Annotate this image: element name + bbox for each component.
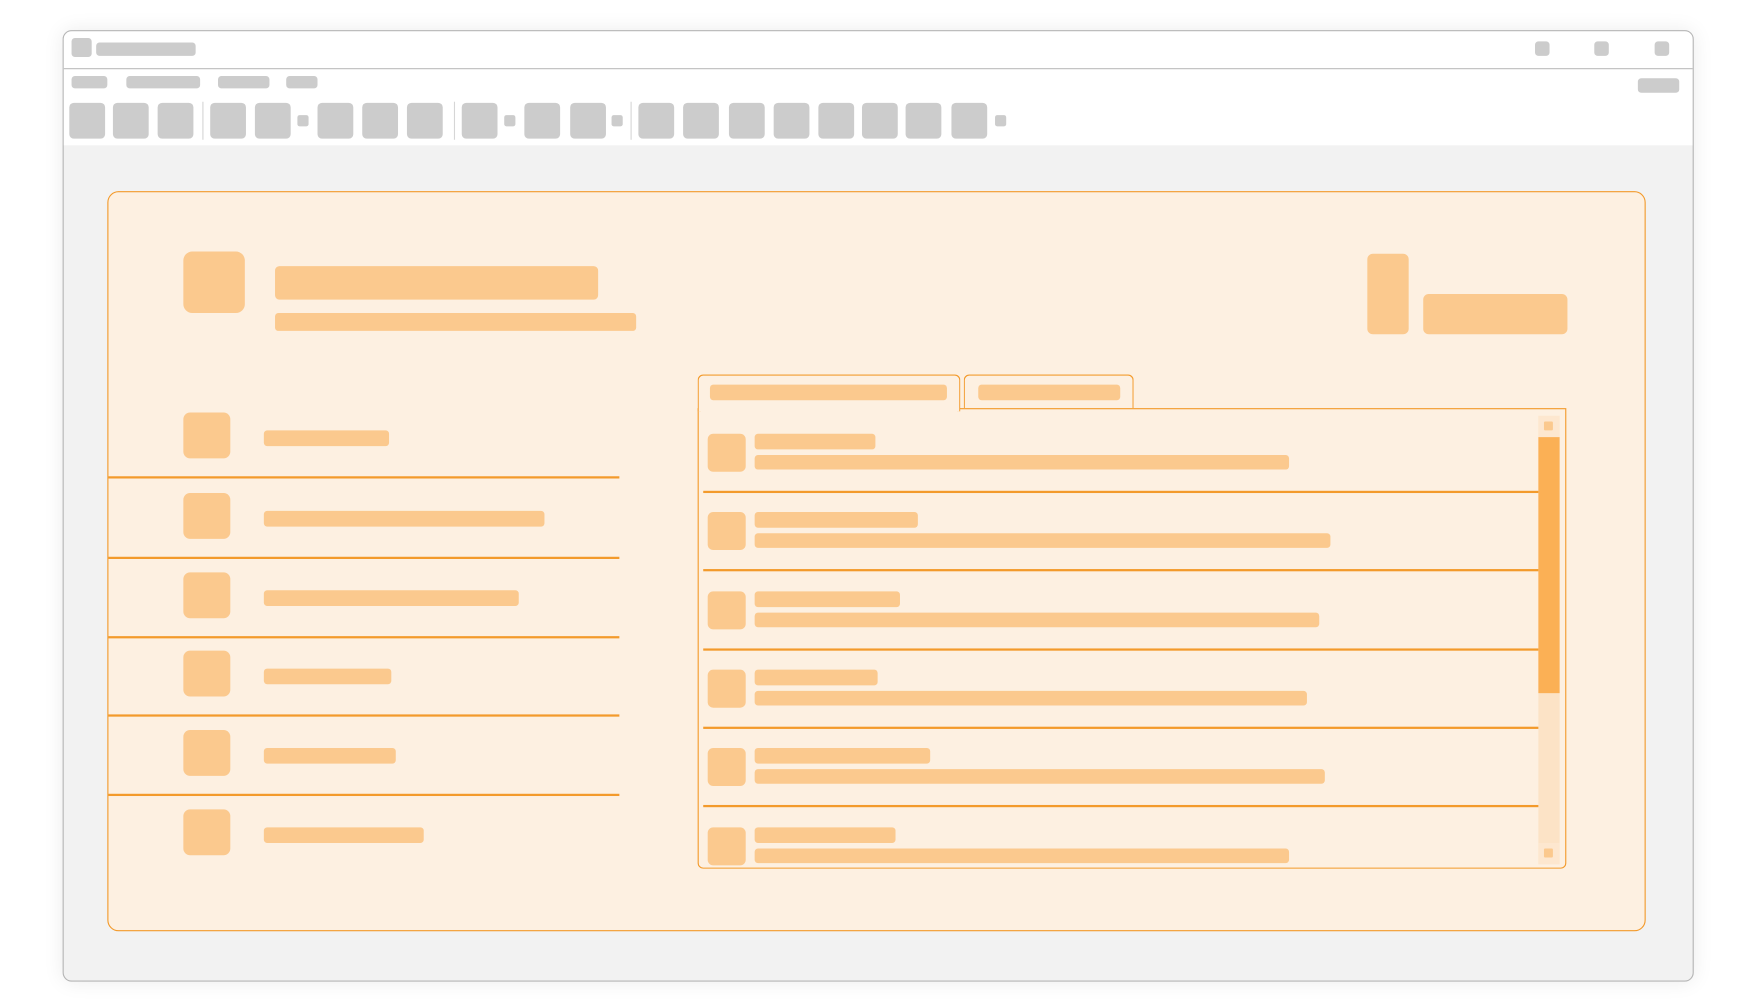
row-icon[interactable] [707, 433, 746, 472]
list-item-icon[interactable] [183, 809, 231, 856]
list-item-icon[interactable] [183, 412, 231, 459]
row-icon[interactable] [707, 827, 746, 866]
row-title[interactable] [754, 512, 918, 528]
row-divider [703, 648, 1539, 651]
dialog-icon [183, 251, 245, 314]
row-subtitle [754, 848, 1290, 864]
toolbar-separator [453, 101, 456, 140]
app-icon [71, 38, 92, 58]
scroll-thumb[interactable] [1538, 437, 1560, 694]
row-subtitle [754, 612, 1320, 628]
maximize-icon[interactable] [1594, 41, 1609, 56]
action-button[interactable] [1423, 294, 1568, 335]
toolbar-button-8[interactable] [406, 102, 443, 139]
toolbar-button-1[interactable] [69, 102, 106, 139]
toolbar-button-4[interactable] [210, 102, 246, 139]
row-title[interactable] [754, 827, 896, 843]
list-item-label[interactable] [263, 747, 396, 764]
scrollbar[interactable] [1538, 415, 1560, 865]
divider [108, 556, 620, 559]
toolbar-button-7[interactable] [362, 102, 399, 139]
list-item-label[interactable] [263, 430, 390, 447]
list-item-label[interactable] [263, 510, 545, 527]
list-item-icon[interactable] [183, 572, 231, 619]
toolbar-separator [630, 101, 632, 140]
dialog-title [275, 266, 599, 300]
scroll-down-button[interactable] [1538, 842, 1560, 865]
dialog-subtitle [275, 313, 637, 331]
tab-1-label [709, 384, 947, 401]
tab-1[interactable] [697, 374, 961, 412]
toolbar-button-18[interactable] [905, 102, 942, 139]
toolbar-button-5[interactable] [254, 102, 291, 139]
dropdown-arrow-icon[interactable] [504, 115, 516, 127]
toolbar-button-15[interactable] [773, 102, 810, 139]
menu-right-item[interactable] [1637, 78, 1680, 93]
dialog [107, 191, 1646, 932]
list-item-icon[interactable] [183, 493, 231, 539]
arrow-up-icon [1543, 421, 1553, 431]
divider [108, 636, 620, 638]
toolbar-button-13[interactable] [683, 102, 719, 139]
toolbar-button-3[interactable] [157, 102, 194, 139]
minimize-icon[interactable] [1535, 41, 1550, 56]
toolbar-button-14[interactable] [728, 102, 765, 139]
close-icon[interactable] [1654, 41, 1670, 56]
toolbar-button-9[interactable] [461, 102, 498, 139]
toolbar-button-17[interactable] [861, 102, 898, 139]
list-item-label[interactable] [263, 827, 424, 843]
scroll-up-button[interactable] [1538, 415, 1560, 438]
divider [108, 476, 620, 478]
row-subtitle [754, 533, 1331, 548]
menu-item-3[interactable] [218, 76, 270, 89]
row-subtitle [754, 455, 1290, 470]
title-bar [63, 31, 1693, 70]
list-item-icon[interactable] [183, 650, 231, 697]
row-icon[interactable] [707, 591, 746, 630]
arrow-down-icon [1543, 848, 1553, 858]
row-divider [703, 804, 1539, 807]
side-image [1367, 253, 1409, 335]
list-panel [697, 408, 1567, 869]
row-subtitle [754, 769, 1325, 784]
row-subtitle [754, 690, 1307, 706]
toolbar-button-19[interactable] [951, 102, 988, 139]
dropdown-arrow-icon[interactable] [611, 115, 623, 127]
divider [108, 714, 620, 717]
toolbar-button-6[interactable] [317, 102, 354, 139]
row-title[interactable] [754, 433, 876, 450]
toolbar-button-10[interactable] [524, 102, 561, 139]
toolbar-button-2[interactable] [112, 102, 149, 139]
list-item-label[interactable] [263, 590, 519, 606]
menu-item-1[interactable] [71, 76, 108, 89]
toolbar-button-11[interactable] [570, 102, 606, 139]
row-title[interactable] [754, 747, 931, 764]
dropdown-arrow-icon[interactable] [995, 115, 1007, 127]
row-icon[interactable] [707, 512, 746, 551]
row-title[interactable] [754, 669, 878, 686]
list-item-label[interactable] [263, 668, 392, 685]
dropdown-arrow-icon[interactable] [297, 115, 309, 127]
list-item-icon[interactable] [183, 730, 231, 776]
menu-item-2[interactable] [126, 76, 201, 89]
tab-2[interactable] [963, 374, 1134, 409]
row-divider [703, 569, 1539, 571]
row-divider [703, 490, 1539, 493]
divider [108, 793, 620, 796]
toolbar-button-12[interactable] [638, 102, 675, 139]
toolbar-button-16[interactable] [818, 102, 855, 139]
row-icon[interactable] [707, 747, 746, 786]
row-icon[interactable] [707, 669, 746, 708]
window-title [96, 42, 196, 56]
row-title[interactable] [754, 591, 900, 608]
tab-2-label [978, 384, 1121, 401]
toolbar-separator [202, 101, 204, 140]
row-divider [703, 726, 1539, 729]
menu-item-4[interactable] [286, 76, 318, 89]
